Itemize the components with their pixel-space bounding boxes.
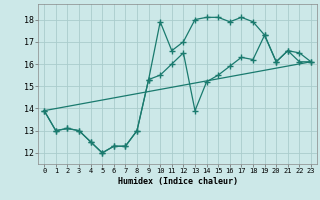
X-axis label: Humidex (Indice chaleur): Humidex (Indice chaleur) xyxy=(118,177,238,186)
